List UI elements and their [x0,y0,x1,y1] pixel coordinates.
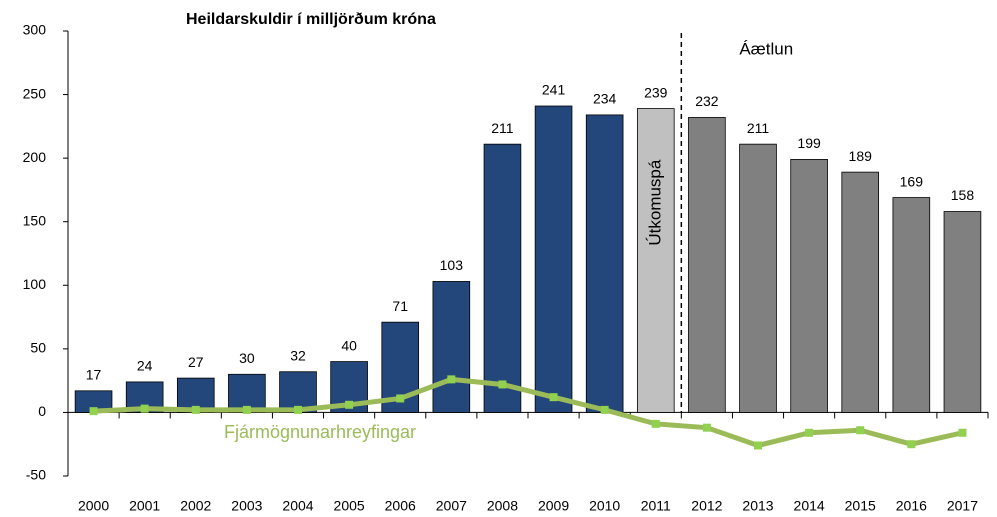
x-tick-label: 2002 [180,498,211,514]
line-marker [805,428,814,437]
line-marker [498,380,507,389]
data-label: 24 [137,358,153,374]
x-tick-label: 2014 [794,498,825,514]
data-label: 103 [440,257,464,273]
y-tick-label: 100 [23,276,47,292]
line-marker [600,405,609,414]
bar [892,197,931,413]
line [93,376,963,448]
line-marker [651,419,660,428]
annotation: Útkomuspá [645,159,664,246]
x-tick-label: 2012 [691,498,722,514]
line-marker [754,441,762,450]
data-label: 234 [593,91,617,107]
bar [841,171,880,413]
bar [585,114,624,413]
line-marker [396,394,405,403]
data-label: 239 [644,84,668,100]
bar [688,117,726,413]
chart-title: Heildarskuldir í milljörðum króna [186,11,436,28]
y-tick-label: 250 [23,85,47,101]
line-marker [907,440,916,449]
x-tick-label: 2004 [282,498,313,514]
x-tick-label: 2015 [845,498,876,514]
x-tick-label: 2001 [129,498,160,514]
x-tick-label: 2011 [641,498,671,514]
x-tick-label: 2006 [385,498,416,514]
bar [739,143,777,413]
data-label: 17 [86,367,102,383]
data-label: 232 [695,93,719,109]
bar [483,143,522,413]
line-marker [447,375,456,384]
x-tick-label: 2009 [538,498,569,514]
series-label: Fjármögnunarhreyfingar [224,422,416,442]
line-marker [702,423,711,432]
bar [279,371,317,413]
x-tick-label: 2016 [896,498,927,514]
data-label: 199 [797,135,821,151]
y-tick-label: -50 [26,467,46,483]
bar [943,211,982,413]
line-marker [89,407,98,416]
data-label: 27 [188,354,204,370]
line-marker [191,405,200,414]
data-label: 30 [239,350,255,366]
x-tick-label: 2008 [487,498,518,514]
data-label: 71 [392,298,408,314]
bar [790,159,828,413]
bar [636,108,675,413]
x-tick-label: 2010 [589,498,620,514]
y-tick-label: 300 [23,22,47,38]
data-label: 158 [951,187,975,203]
x-tick-label: 2003 [231,498,262,514]
data-label: 189 [849,148,873,164]
annotation: Áætlun [739,39,793,58]
x-tick-label: 2007 [436,498,467,514]
bar [534,105,573,413]
x-tick-label: 2000 [78,498,109,514]
line-marker [140,404,149,413]
line-marker [242,405,251,414]
line-marker [549,393,558,402]
line-marker [294,405,302,414]
y-tick-label: 0 [38,403,46,419]
x-tick-label: 2005 [334,498,365,514]
line-marker [345,400,354,409]
data-label: 241 [542,82,566,98]
x-tick-label: 2013 [742,498,773,514]
data-label: 169 [900,173,924,189]
y-tick-label: 200 [23,149,47,165]
bar [432,281,471,413]
data-label: 211 [747,120,770,136]
data-label: 211 [491,120,514,136]
data-label: 40 [341,337,357,353]
y-tick-label: 150 [23,212,47,228]
data-label: 32 [290,347,306,363]
line-marker [958,428,967,437]
y-tick-label: 50 [30,340,46,356]
x-tick-label: 2017 [947,498,978,514]
line-marker [856,426,865,435]
